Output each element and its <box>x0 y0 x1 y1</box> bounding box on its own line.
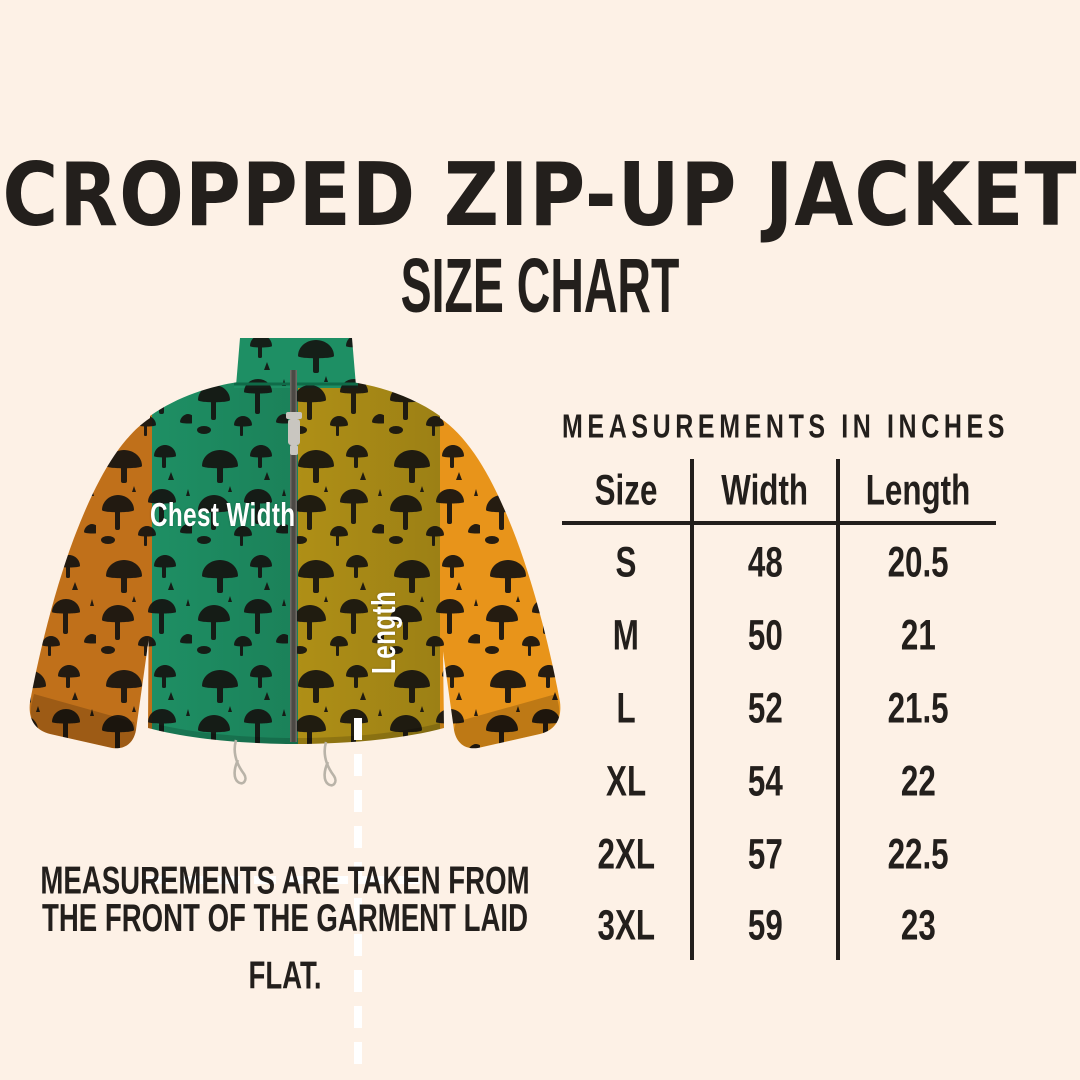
cell-size: M <box>612 609 640 658</box>
table-row: L 52 21.5 <box>562 671 996 744</box>
cell-length: 22.5 <box>836 817 996 890</box>
drawcord-left-icon <box>233 739 247 785</box>
length-dashed-line <box>354 718 362 1076</box>
cell-width: 54 <box>690 744 838 817</box>
table-row: S 48 20.5 <box>562 523 996 598</box>
cell-width: 57 <box>690 817 838 890</box>
zipper-icon <box>286 370 302 742</box>
cell-size: 2XL <box>597 828 655 877</box>
cell-size: XL <box>605 755 647 804</box>
chest-width-label: Chest Width <box>150 497 296 534</box>
cell-size: L <box>616 682 636 731</box>
cell-length: 22 <box>836 744 996 817</box>
cell-size: 3XL <box>597 900 655 949</box>
measurement-note: MEASUREMENTS ARE TAKEN FROM THE FRONT OF… <box>0 860 570 998</box>
table-row: 2XL 57 22.5 <box>562 817 996 890</box>
jacket-body <box>0 330 580 850</box>
page-subtitle: SIZE CHART <box>400 243 680 329</box>
table-row: 3XL 59 23 <box>562 890 996 960</box>
cell-width: 52 <box>690 671 838 744</box>
table-row: M 50 21 <box>562 598 996 671</box>
chest-width-dashed-line <box>146 876 422 884</box>
cell-width: 50 <box>690 598 838 671</box>
measurement-note-line-2: THE FRONT OF THE GARMENT LAID FLAT. <box>41 897 529 998</box>
table-row: XL 54 22 <box>562 744 996 817</box>
cell-width: 59 <box>690 890 838 960</box>
measurement-note-line-1: MEASUREMENTS ARE TAKEN FROM <box>40 859 530 903</box>
table-caption: MEASUREMENTS IN INCHES <box>562 408 1010 446</box>
page-title: CROPPED ZIP-UP JACKET <box>2 144 1078 247</box>
cell-size: S <box>615 536 637 585</box>
jacket-svg <box>0 330 580 850</box>
cell-length: 23 <box>836 890 996 960</box>
table-header-row: Size Width Length <box>562 459 996 525</box>
length-label: Length <box>366 590 403 674</box>
cell-length: 21.5 <box>836 671 996 744</box>
cell-length: 21 <box>836 598 996 671</box>
jacket-illustration <box>0 330 580 1076</box>
column-header-length: Length <box>836 459 996 525</box>
cell-width: 48 <box>690 523 838 598</box>
size-chart-table-block: MEASUREMENTS IN INCHES Size Width Length… <box>562 408 1010 960</box>
column-header-width: Width <box>690 459 838 525</box>
drawcord-right-icon <box>323 741 337 787</box>
size-chart-table: Size Width Length S 48 20.5 M 50 21 <box>562 459 996 960</box>
cell-length: 20.5 <box>836 523 996 598</box>
column-header-size: Size <box>562 459 692 525</box>
